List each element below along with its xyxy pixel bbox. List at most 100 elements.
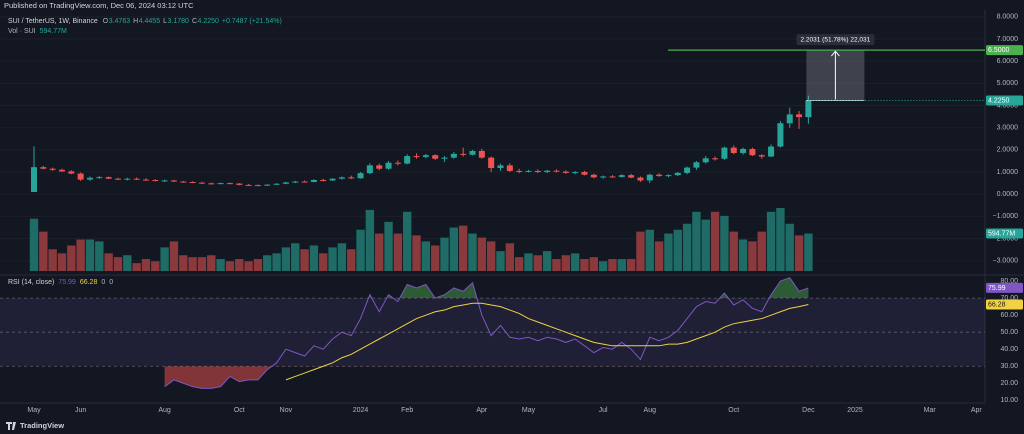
y-tick-label: 30.00: [1000, 363, 1018, 370]
candle-body: [637, 177, 644, 181]
y-tick-label: 70.00: [1000, 295, 1018, 302]
rsi-legend-value: 66.28: [80, 279, 98, 286]
y-tick-label: −1.0000: [993, 213, 1019, 220]
measure-arrowhead: [830, 50, 840, 57]
y-tick-label: 5.0000: [997, 80, 1019, 87]
x-tick-label: Oct: [234, 407, 245, 414]
volume-bar: [197, 257, 207, 271]
y-tick-label: 8.0000: [997, 14, 1019, 21]
volume-bar: [468, 233, 477, 271]
volume-bar: [430, 245, 440, 271]
volume-bar: [449, 227, 459, 271]
volume-bar: [412, 235, 421, 271]
volume-bar: [291, 243, 300, 271]
ohlc-value: 4.2250: [198, 18, 220, 25]
candle-body: [31, 167, 37, 192]
last-price-badge: 4.2250: [988, 97, 1010, 104]
footer-bar: [0, 419, 1024, 434]
candle-body: [58, 169, 65, 172]
candle-body: [740, 148, 747, 153]
ohlc-key: H: [133, 18, 138, 25]
candle-body: [142, 179, 149, 181]
rsi-line: [164, 277, 809, 389]
volume-bar: [477, 237, 487, 271]
volume-bar: [169, 241, 179, 271]
candle-body: [329, 178, 336, 181]
brand-logo: [6, 422, 16, 430]
candle-body: [441, 157, 448, 159]
volume-bar: [319, 253, 328, 271]
candle-body: [292, 181, 299, 183]
candle-body: [516, 170, 523, 172]
volume-bar: [580, 259, 589, 271]
candle-body: [217, 183, 224, 185]
rsi-line: [285, 302, 809, 381]
candle-body: [413, 156, 420, 158]
y-tick-label: 60.00: [1000, 312, 1018, 319]
volume-bar: [244, 261, 253, 271]
volume-bar: [440, 237, 449, 271]
volume-bar: [29, 218, 39, 271]
x-tick-label: Oct: [728, 407, 739, 414]
target-badge: 6.5000: [988, 47, 1010, 54]
volume-bar: [561, 255, 571, 271]
volume-bar: [253, 259, 263, 271]
candle-body: [86, 177, 93, 180]
volume-bar: [524, 253, 533, 271]
candle-body: [721, 147, 728, 159]
target-badge-bg: [986, 45, 1023, 56]
rsi-badge-bg: [986, 282, 1023, 293]
volume-bar: [533, 255, 543, 271]
volume-bar: [160, 247, 169, 271]
candle-body: [796, 114, 803, 118]
candle-body: [301, 181, 308, 183]
volume-bar: [365, 209, 375, 271]
volume-bar: [738, 239, 748, 271]
volume-bar: [617, 259, 626, 271]
volume-bar: [766, 211, 776, 271]
candle-body: [805, 100, 812, 118]
candle-body: [684, 167, 691, 173]
volume-bar: [552, 259, 561, 271]
candle-body: [674, 172, 681, 176]
volume-bar: [375, 233, 384, 271]
y-tick-label: 0.0000: [997, 191, 1019, 198]
rsi-legend-value: 75.99: [58, 279, 76, 286]
rsi-legend-extra: 0: [101, 279, 105, 286]
volume-bar: [39, 231, 48, 271]
volume-bar: [785, 223, 794, 271]
x-tick-label: Feb: [401, 407, 413, 414]
volume-bar: [598, 261, 608, 271]
volume-bar: [104, 253, 113, 271]
oversold-fill: [164, 366, 809, 389]
volume-bar: [757, 231, 766, 271]
ohlc-value: 3.4763: [109, 18, 131, 25]
x-tick-label: 2024: [353, 407, 369, 414]
volume-bar: [421, 241, 431, 271]
volume-bar: [123, 255, 132, 271]
volume-bar: [179, 255, 188, 271]
candle-body: [712, 158, 719, 160]
candle-body: [590, 174, 597, 178]
volume-bar: [76, 239, 85, 271]
candle-body: [609, 176, 616, 178]
candle-body: [404, 156, 411, 164]
x-tick-label: May: [522, 407, 536, 414]
ohlc-value: 3.1780: [168, 18, 190, 25]
candle-body: [693, 162, 700, 168]
rsi-legend-extra: 0: [109, 279, 113, 286]
volume-bar: [458, 225, 468, 271]
published-note: Published on TradingView.com, Dec 06, 20…: [4, 1, 194, 10]
candle-body: [208, 183, 215, 185]
volume-bar: [281, 247, 291, 271]
candle-body: [730, 147, 737, 153]
x-tick-label: Nov: [280, 407, 293, 414]
y-tick-label: 2.0000: [997, 147, 1019, 154]
volume-badge: 594.77M: [988, 230, 1015, 237]
y-tick-label: 4.0000: [997, 102, 1019, 109]
candle-body: [161, 180, 168, 182]
candle-body: [497, 165, 504, 169]
volume-bar: [393, 233, 403, 271]
candle-body: [488, 157, 495, 169]
